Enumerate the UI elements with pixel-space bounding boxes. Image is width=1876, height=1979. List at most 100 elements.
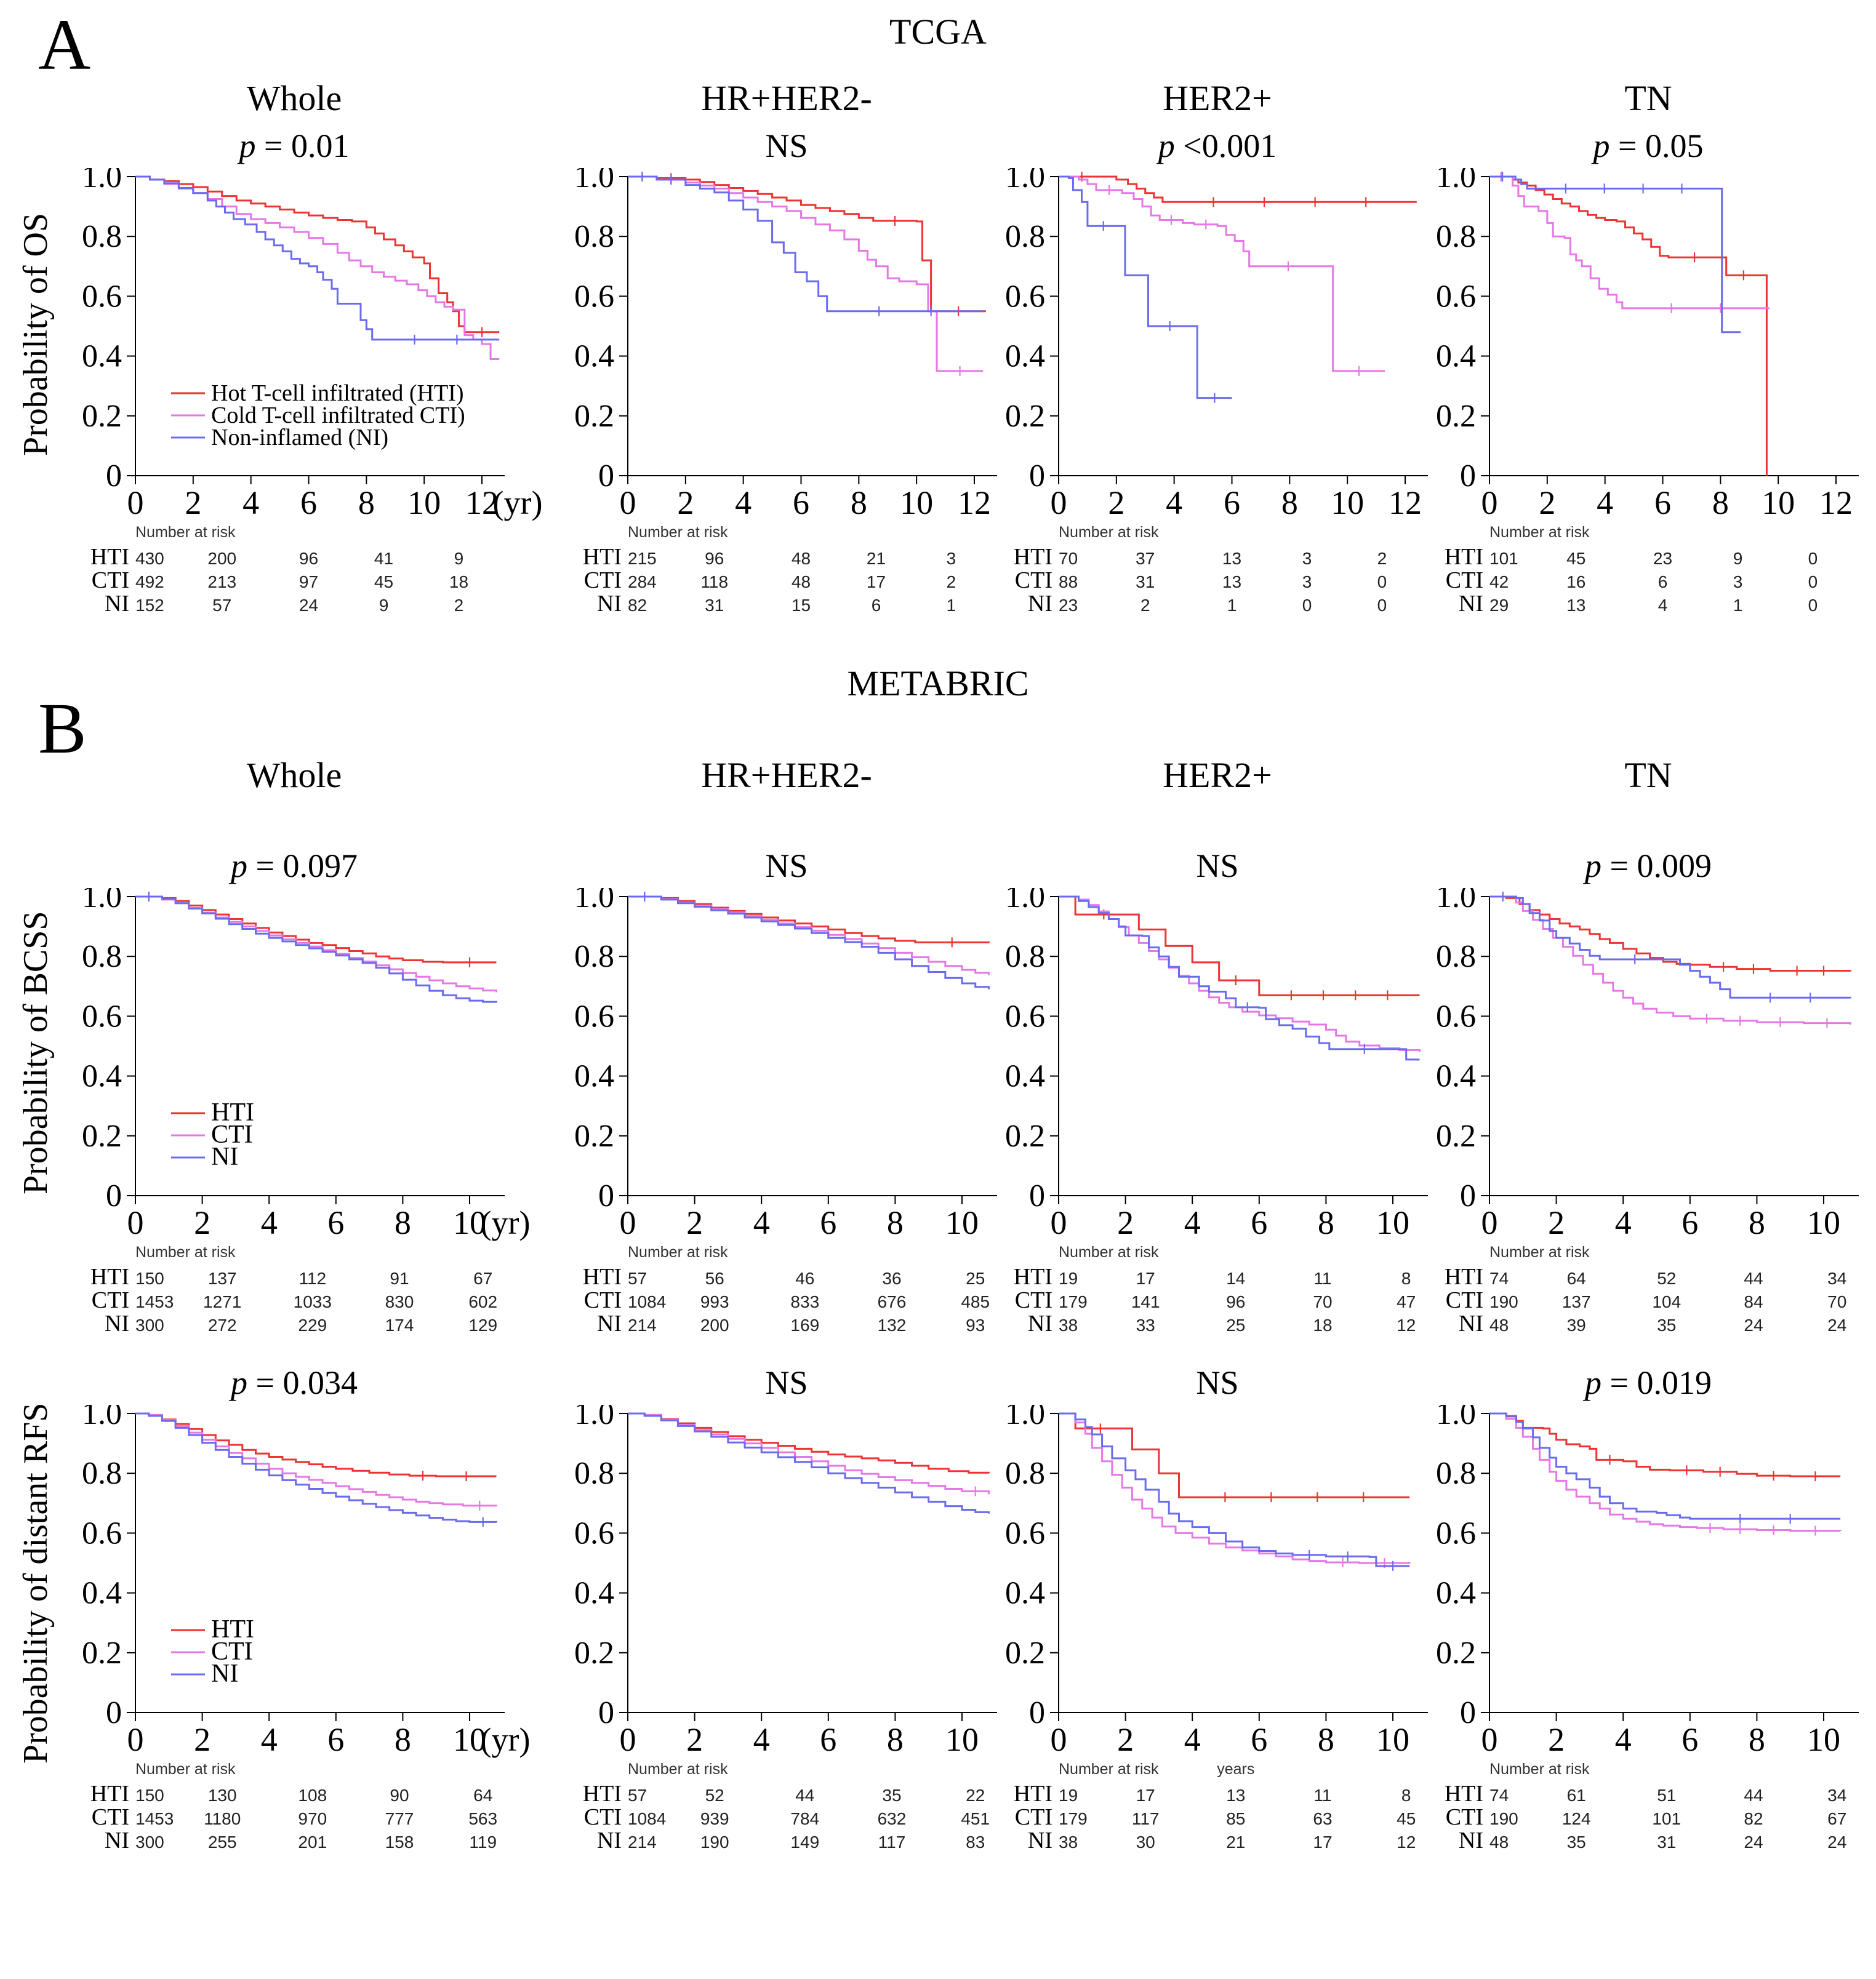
risk-row-label-cti: CTI <box>584 567 622 593</box>
y-tick-label: 1.0 <box>574 168 614 194</box>
risk-row-label-ni: NI <box>105 1311 129 1337</box>
risk-value: 35 <box>1657 1316 1676 1335</box>
x-tick-label: 10 <box>1331 484 1364 521</box>
y-tick-label: 1.0 <box>1436 168 1476 194</box>
p-value-a-whole: p = 0.01 <box>239 127 350 164</box>
risk-value: 200 <box>207 549 236 568</box>
p-value-b1-her2: NS <box>1196 847 1239 884</box>
km-curve-ni <box>1489 895 1851 999</box>
risk-value: 0 <box>1808 549 1818 568</box>
risk-value: 45 <box>374 572 393 591</box>
x-tick-label: 2 <box>686 1721 703 1758</box>
risk-value: 300 <box>135 1316 164 1335</box>
km-plot-a-tn: TN p = 0.05 1.0 0.8 0.6 0.4 0.2 0 0 2 4 6 8 10 12 Numbe… <box>1433 73 1864 623</box>
plot-title-b1-hrher2: HR+HER2- <box>701 755 872 795</box>
risk-row-label-hti: HTI <box>1445 1264 1483 1290</box>
risk-table-header: Number at risk <box>1489 1761 1590 1778</box>
km-curve-ni <box>135 175 500 341</box>
risk-value: 57 <box>212 596 231 615</box>
risk-value: 108 <box>298 1786 327 1805</box>
risk-row-label-hti: HTI <box>1445 544 1483 570</box>
p-value-b2-her2: NS <box>1196 1364 1239 1401</box>
y-tick-label: 0 <box>1460 1178 1476 1213</box>
x-tick-label: 8 <box>887 1204 904 1241</box>
y-tick-label: 1.0 <box>1005 168 1045 194</box>
km-curve-ni <box>135 1412 497 1523</box>
x-tick-label: 10 <box>453 1721 486 1758</box>
risk-table-header: Number at risk <box>1059 1761 1159 1778</box>
y-tick-label: 0.2 <box>82 399 122 434</box>
y-tick-label: 0.2 <box>1005 1636 1045 1671</box>
risk-row-label-ni: NI <box>1028 1828 1052 1853</box>
x-tick-label: 4 <box>735 484 752 521</box>
x-tick-label: 6 <box>1224 484 1240 521</box>
x-tick-label: 4 <box>261 1721 278 1758</box>
p-value-b2-whole: p = 0.034 <box>231 1364 358 1401</box>
panel-b-label: B <box>38 688 87 769</box>
y-tick-label: 0.8 <box>1436 1456 1476 1491</box>
risk-value: 67 <box>1827 1809 1846 1828</box>
risk-value: 485 <box>961 1292 990 1311</box>
risk-table-header: Number at risk <box>1059 1244 1159 1261</box>
x-tick-label: 6 <box>300 484 317 521</box>
x-tick-label: 0 <box>620 484 636 521</box>
y-tick-label: 0.4 <box>1436 1576 1476 1611</box>
risk-row-label-cti: CTI <box>1446 1804 1483 1830</box>
km-curve-ni <box>628 895 990 990</box>
risk-row-label-hti: HTI <box>1445 1781 1483 1807</box>
risk-value: 12 <box>1397 1833 1416 1852</box>
risk-value: 34 <box>1827 1786 1846 1805</box>
km-curve-ni <box>135 895 497 1003</box>
risk-value: 150 <box>135 1786 164 1805</box>
risk-value: 19 <box>1059 1786 1078 1805</box>
risk-value: 430 <box>135 549 164 568</box>
y-tick-label: 0.8 <box>1005 1456 1045 1491</box>
risk-table-header: Number at risk <box>1489 524 1590 541</box>
y-tick-label: 0.4 <box>82 339 122 374</box>
plot-title-b1-her2: HER2+ <box>1163 755 1272 795</box>
p-value-b1-tn: p = 0.009 <box>1585 847 1712 884</box>
risk-value: 213 <box>207 572 236 591</box>
risk-value: 25 <box>966 1269 985 1288</box>
risk-value: 4 <box>1658 596 1668 615</box>
risk-value: 632 <box>878 1809 907 1828</box>
risk-value: 17 <box>1313 1833 1332 1852</box>
panel-a-label: A <box>38 4 91 85</box>
risk-value: 993 <box>700 1292 729 1311</box>
risk-value: 1453 <box>135 1809 174 1828</box>
x-tick-label: 2 <box>1108 484 1124 521</box>
km-plot-a-whole: Whole p = 0.01 1.0 0.8 0.6 0.4 0.2 0 0 2 4 6 8 10 12 (y… <box>79 73 571 623</box>
y-tick-label: 1.0 <box>574 888 614 914</box>
risk-value: 82 <box>628 596 647 615</box>
risk-value: 13 <box>1566 596 1585 615</box>
risk-table-header: Number at risk <box>628 1761 728 1778</box>
x-tick-label: 0 <box>127 1721 144 1758</box>
risk-value: 17 <box>1136 1786 1155 1805</box>
km-curve-ni <box>628 1412 990 1514</box>
risk-value: 137 <box>1562 1292 1591 1311</box>
risk-value: 8 <box>1401 1786 1411 1805</box>
risk-value: 200 <box>700 1316 729 1335</box>
risk-value: 970 <box>298 1809 327 1828</box>
panel-b-header: METABRIC B <box>0 652 1876 765</box>
y-tick-label: 0.8 <box>1005 219 1045 254</box>
p-value-a-tn: p = 0.05 <box>1593 127 1704 164</box>
risk-value: 91 <box>390 1269 409 1288</box>
x-tick-label: 6 <box>327 1204 344 1241</box>
risk-value: 13 <box>1222 572 1241 591</box>
risk-value: 96 <box>705 549 724 568</box>
km-curve-ni <box>1059 175 1232 399</box>
km-curve-cti <box>135 895 497 993</box>
risk-value: 34 <box>1827 1269 1846 1288</box>
risk-value: 36 <box>882 1269 901 1288</box>
y-tick-label: 0 <box>106 458 122 494</box>
x-tick-label: 8 <box>1281 484 1298 521</box>
risk-value: 190 <box>700 1833 729 1852</box>
risk-value: 38 <box>1059 1833 1078 1852</box>
axis-lines <box>1489 177 1859 476</box>
risk-value: 2 <box>454 596 464 615</box>
risk-row-label-cti: CTI <box>1015 567 1052 593</box>
risk-value: 3 <box>1733 572 1743 591</box>
y-tick-label: 0.6 <box>574 1516 614 1551</box>
y-tick-label: 0.2 <box>1005 399 1045 434</box>
